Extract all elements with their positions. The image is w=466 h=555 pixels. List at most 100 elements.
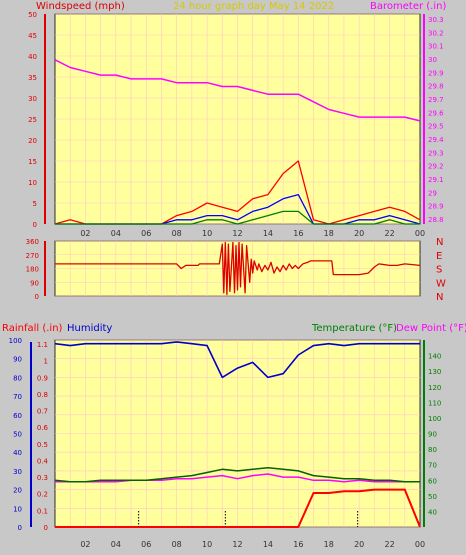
humidity-tick-label: 90 — [13, 356, 22, 364]
wind-panel-series — [54, 59, 421, 225]
compass-label: W — [436, 278, 446, 289]
dew-point-line — [55, 473, 420, 483]
temperature-tick-label: 120 — [428, 384, 441, 392]
rainfall-tick-label: 0.1 — [37, 507, 48, 515]
temperature-tick-label: 80 — [428, 446, 437, 454]
barometer-tick-label: 29.9 — [428, 69, 444, 77]
compass-label: N — [436, 237, 443, 248]
graph-title: 24 hour graph day May 14 2022 — [173, 1, 334, 12]
humidity-tick-label: 60 — [13, 412, 22, 420]
temperature-tick-label: 110 — [428, 399, 441, 407]
lower-panel-grid — [55, 339, 420, 528]
x-tick-label: 08 — [172, 229, 182, 238]
x-tick-label: 22 — [384, 229, 394, 238]
humidity-tick-label: 40 — [13, 449, 22, 457]
humidity-tick-label: 30 — [13, 468, 22, 476]
humidity-line — [54, 341, 420, 379]
x-tick-label: 00 — [415, 540, 425, 549]
lower-panel-x-ticks: 02 04 06 08 10 12 14 16 18 20 22 00 — [80, 540, 425, 549]
wind-tick-label: 35 — [28, 74, 37, 82]
rainfall-line — [55, 488, 421, 528]
wind-tick-label: 40 — [28, 53, 37, 61]
direction-tick-label: 180 — [26, 266, 39, 274]
direction-panel-ticks: 0 N 90 W 180 S 270 E 360 N — [26, 237, 446, 303]
wind-low-line — [55, 210, 420, 225]
barometer-tick-label: 28.9 — [428, 203, 444, 211]
x-tick-label: 18 — [324, 540, 334, 549]
wind-axis-title: Windspeed (mph) — [36, 1, 125, 12]
rainfall-tick-label: 0.8 — [37, 391, 48, 399]
wind-tick-label: 25 — [28, 116, 37, 124]
rainfall-tick-label: 0 — [44, 524, 48, 532]
x-tick-label: 00 — [415, 229, 425, 238]
direction-panel-series — [55, 241, 421, 296]
x-tick-label: 16 — [293, 229, 303, 238]
x-tick-label: 12 — [232, 540, 242, 549]
x-tick-label: 18 — [324, 229, 334, 238]
barometer-tick-label: 29 — [428, 189, 437, 197]
rainfall-tick-label: 0.4 — [37, 457, 49, 465]
barometer-tick-label: 29.1 — [428, 176, 444, 184]
x-tick-label: 16 — [293, 540, 303, 549]
x-tick-label: 12 — [232, 229, 242, 238]
wind-tick-label: 0 — [33, 221, 37, 229]
wind-tick-label: 50 — [28, 11, 37, 19]
temperature-tick-label: 100 — [428, 415, 441, 423]
wind-panel-x-ticks: 02 04 06 08 10 12 14 16 18 20 22 00 — [80, 229, 425, 238]
barometer-tick-label: 29.8 — [428, 83, 444, 91]
humidity-tick-label: 80 — [13, 374, 22, 382]
barometer-tick-label: 30.3 — [428, 16, 444, 24]
temperature-tick-label: 60 — [428, 477, 437, 485]
wind-panel-ticks: 0 5 10 15 20 25 30 35 40 45 50 28.8 28.9 29 29.1 29.2 29… — [28, 11, 444, 229]
direction-panel-grid — [55, 240, 420, 297]
direction-tick-label: 360 — [26, 238, 39, 246]
rainfall-tick-label: 0.3 — [37, 474, 48, 482]
compass-label: S — [436, 265, 442, 276]
humidity-axis-title: Humidity — [67, 323, 112, 334]
direction-tick-label: 90 — [30, 279, 39, 287]
temperature-tick-label: 130 — [428, 368, 441, 376]
barometer-tick-label: 30 — [428, 56, 437, 64]
humidity-tick-label: 100 — [9, 337, 22, 345]
x-tick-label: 02 — [80, 229, 90, 238]
temperature-line — [54, 467, 420, 483]
wind-direction-line — [55, 241, 421, 296]
temperature-tick-label: 70 — [428, 462, 437, 470]
humidity-tick-label: 20 — [13, 487, 22, 495]
lower-panel-ticks: 0 10 20 30 40 50 60 70 80 90 100 0 0.1 0.2 0.3 0.4 0.5 0.… — [9, 337, 442, 532]
barometer-tick-label: 29.3 — [428, 149, 444, 157]
barometer-tick-label: 29.2 — [428, 163, 444, 171]
compass-label: N — [436, 292, 443, 303]
lower-panel-series — [54, 341, 421, 528]
x-tick-label: 04 — [111, 540, 121, 549]
wind-tick-label: 10 — [28, 179, 37, 187]
humidity-tick-label: 70 — [13, 393, 22, 401]
x-tick-label: 22 — [384, 540, 394, 549]
x-tick-label: 20 — [354, 540, 364, 549]
rainfall-tick-label: 0.2 — [37, 491, 48, 499]
x-tick-label: 02 — [80, 540, 90, 549]
temperature-tick-label: 40 — [428, 508, 437, 516]
rainfall-tick-label: 1 — [44, 358, 48, 366]
wind-tick-label: 15 — [28, 158, 37, 166]
barometer-tick-label: 30.2 — [428, 29, 444, 37]
direction-tick-label: 270 — [26, 252, 39, 260]
x-tick-label: 10 — [202, 229, 212, 238]
wind-tick-label: 30 — [28, 95, 37, 103]
rainfall-tick-label: 0.7 — [37, 408, 48, 416]
x-tick-label: 06 — [141, 229, 151, 238]
x-tick-label: 06 — [141, 540, 151, 549]
rainfall-tick-label: 0.5 — [37, 441, 48, 449]
temperature-tick-label: 50 — [428, 493, 437, 501]
rainfall-tick-label: 1.1 — [37, 341, 48, 349]
wind-tick-label: 5 — [33, 200, 37, 208]
wind-tick-label: 45 — [28, 32, 37, 40]
compass-label: E — [436, 251, 442, 262]
x-tick-label: 20 — [354, 229, 364, 238]
dew-point-axis-title: Dew Point (°F) — [396, 323, 466, 334]
barometer-line — [54, 59, 421, 122]
x-tick-label: 10 — [202, 540, 212, 549]
direction-tick-label: 0 — [35, 293, 39, 301]
rainfall-tick-label: 0.6 — [37, 424, 49, 432]
